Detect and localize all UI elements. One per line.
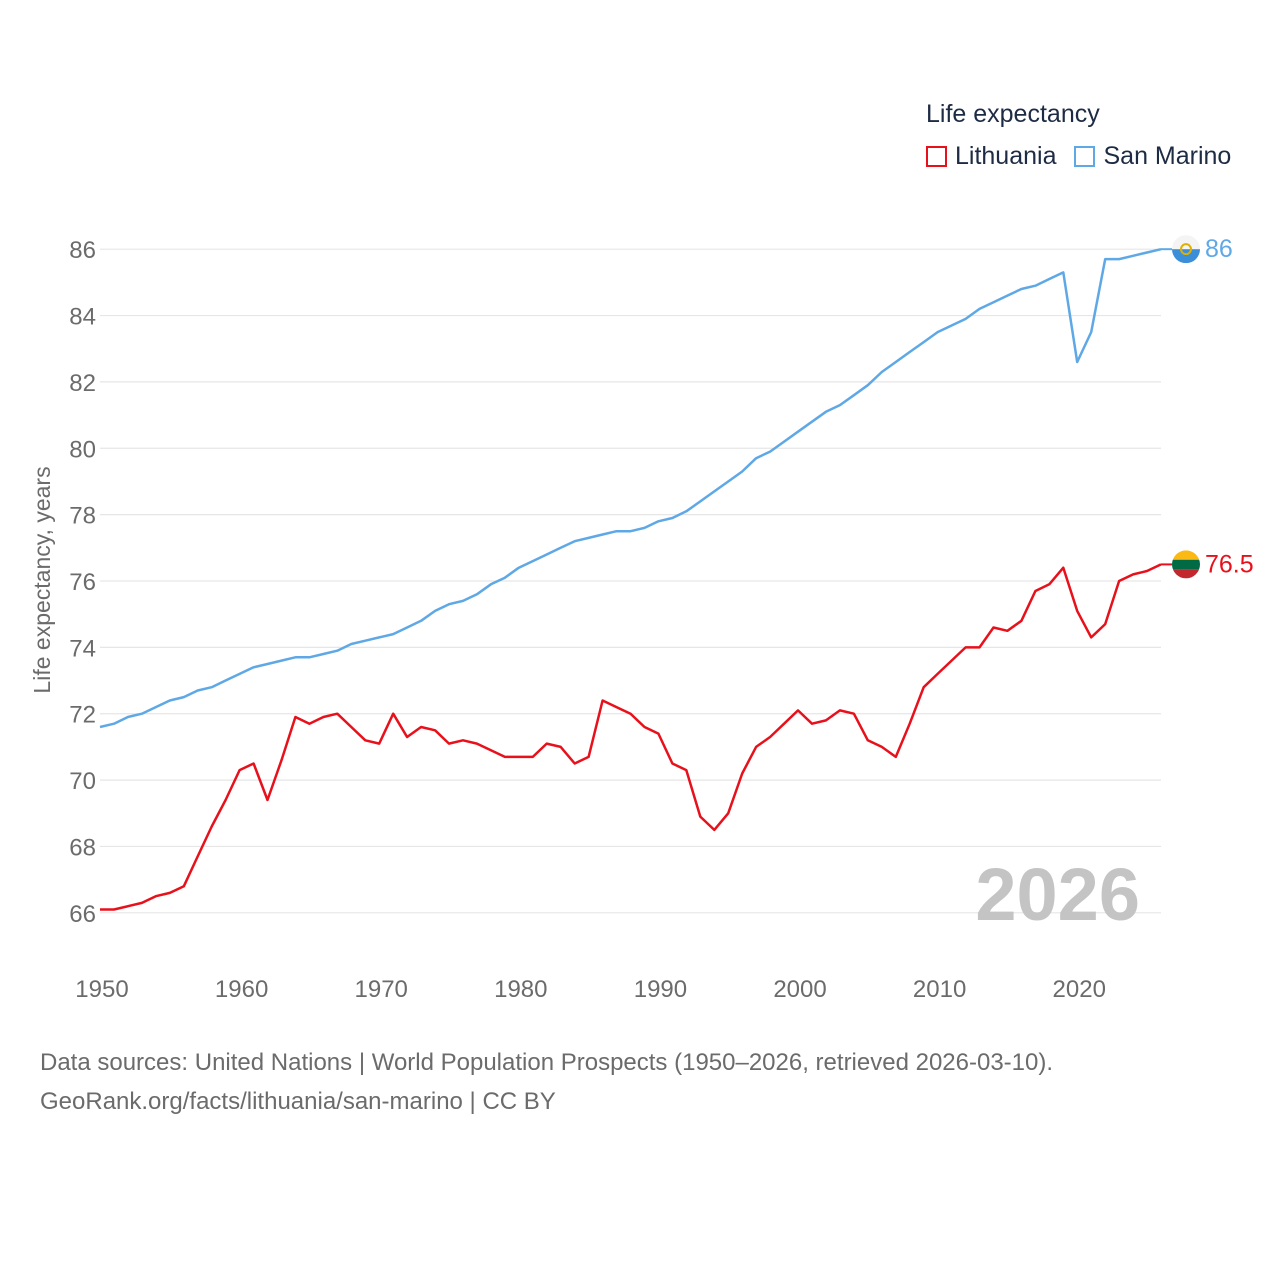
x-tick-label: 2010 <box>913 976 966 1003</box>
flag-stripes <box>1172 235 1200 264</box>
flag-stripe-white <box>1172 235 1200 250</box>
source-line-2[interactable]: GeoRank.org/facts/lithuania/san-marino |… <box>40 1088 556 1115</box>
series-lines <box>99 247 1162 911</box>
legend-item-lithuania[interactable]: Lithuania <box>926 142 1056 171</box>
y-tick-label: 84 <box>69 304 96 331</box>
x-tick-label: 1960 <box>215 976 268 1003</box>
y-tick-label: 80 <box>69 436 96 463</box>
y-tick-label: 66 <box>69 901 96 928</box>
source-line-1: Data sources: United Nations | World Pop… <box>40 1049 1054 1076</box>
legend-swatch-lithuania <box>926 146 947 167</box>
x-tick-label: 1990 <box>634 976 687 1003</box>
y-tick-label: 74 <box>69 635 96 662</box>
flag-stripe-blue <box>1172 249 1200 264</box>
x-tick-label: 2000 <box>773 976 826 1003</box>
series-end-markers: 76.5 86 <box>1161 235 1254 578</box>
gridlines <box>100 248 1161 914</box>
legend-label-san-marino: San Marino <box>1103 142 1232 170</box>
x-tick-label: 2020 <box>1053 976 1106 1003</box>
y-tick-label: 78 <box>69 503 96 530</box>
lithuania-flag-icon <box>1172 550 1200 579</box>
source-note: Data sources: United Nations | World Pop… <box>40 1043 1053 1121</box>
y-tick-label: 72 <box>69 702 96 729</box>
x-tick-label: 1950 <box>75 976 128 1003</box>
y-tick-label: 76 <box>69 569 96 596</box>
y-tick-label: 82 <box>69 370 96 397</box>
san-marino-flag-icon <box>1172 235 1200 264</box>
x-tick-label: 1970 <box>355 976 408 1003</box>
flag-stripe-yellow <box>1172 550 1200 560</box>
series-line-san-marino <box>99 247 1162 729</box>
y-axis-label: Life expectancy, years <box>29 466 55 693</box>
flag-emblem <box>1180 243 1192 256</box>
flag-stripe-green <box>1172 559 1200 570</box>
legend-item-san-marino[interactable]: San Marino <box>1074 142 1231 171</box>
legend-swatch-san-marino <box>1074 146 1096 167</box>
legend: Lithuania San Marino <box>926 142 1249 171</box>
legend-title: Life expectancy <box>926 100 1100 128</box>
y-tick-label: 70 <box>69 768 96 795</box>
series-line-lithuania <box>100 563 1162 911</box>
y-axis-ticks: 66 68 70 72 74 76 78 80 82 84 86 <box>69 237 96 928</box>
y-tick-label: 68 <box>69 834 96 861</box>
x-tick-label: 1980 <box>494 976 547 1003</box>
x-axis-ticks: 1950 1960 1970 1980 1990 2000 2010 2020 <box>75 976 1106 1003</box>
flag-stripes <box>1172 550 1200 579</box>
y-tick-label: 86 <box>69 237 96 264</box>
legend-label-lithuania: Lithuania <box>955 142 1057 170</box>
end-label-lithuania: 76.5 <box>1205 550 1254 578</box>
end-label-san-marino: 86 <box>1205 235 1233 263</box>
flag-stripe-red <box>1172 569 1200 579</box>
year-watermark: 2026 <box>975 853 1140 936</box>
